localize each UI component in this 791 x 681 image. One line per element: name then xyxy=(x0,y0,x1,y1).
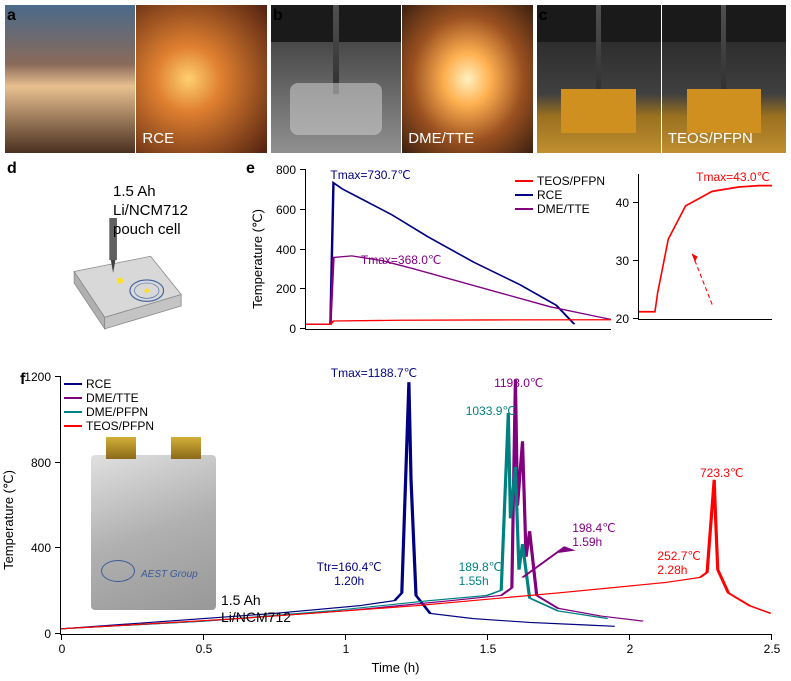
annot-e-rce: Tmax=730.7℃ xyxy=(330,168,411,182)
pouch-photo: AEST Group xyxy=(91,455,216,610)
label-dme: DME/TTE xyxy=(408,130,474,147)
panel-letter-b: b xyxy=(273,7,283,25)
photo-teos-after: TEOS/PFPN xyxy=(662,5,786,153)
top-photo-row: a RCE b DME/TTE c TEOS/PFPN xyxy=(5,5,786,153)
panel-letter-c: c xyxy=(539,7,548,25)
chart-f-xlabel: Time (h) xyxy=(372,660,420,675)
panel-letter-d: d xyxy=(7,160,17,178)
chart-e-legend: TEOS/PFPN RCE DME/TTE xyxy=(515,174,605,216)
chart-e-inset: Tmax=43.0℃ 20 30 40 xyxy=(616,170,776,330)
panel-f: f Temperature (℃) Time (h) 0 400 800 120… xyxy=(5,365,786,675)
panel-c: c TEOS/PFPN xyxy=(537,5,786,153)
series-teos xyxy=(306,320,611,324)
panel-letter-f: f xyxy=(20,371,25,389)
annot-f-dmepfpn-ttr: 189.8℃1.55h xyxy=(459,560,503,588)
annot-f-teos-tmax: 723.3℃ xyxy=(700,466,744,480)
panel-d-caption: 1.5 Ah Li/NCM712 pouch cell xyxy=(113,183,188,239)
annot-f-dmette-ttr: 198.4℃1.59h xyxy=(572,521,616,549)
panel-e: e Temperature (℃) 0 200 400 600 800 Tmax… xyxy=(250,158,786,360)
photo-rce-before xyxy=(5,5,135,153)
chart-e-ylabel: Temperature (℃) xyxy=(250,209,266,309)
photo-dme-before xyxy=(271,5,401,153)
annot-f-dmepfpn-tmax: 1033.9℃ xyxy=(466,404,516,418)
mid-row: d 1.5 Ah Li/NCM712 pouch cell e Temperat… xyxy=(5,158,786,360)
chart-f: Temperature (℃) Time (h) 0 400 800 1200 … xyxy=(5,365,786,675)
panel-d: d 1.5 Ah Li/NCM712 pouch cell xyxy=(5,158,250,360)
chart-f-ylabel: Temperature (℃) xyxy=(1,470,17,570)
pouch-caption: 1.5 Ah Li/NCM712 xyxy=(221,592,291,626)
label-rce: RCE xyxy=(142,130,174,147)
panel-b: b DME/TTE xyxy=(271,5,533,153)
annot-f-rce-ttr: Ttr=160.4℃1.20h xyxy=(317,560,382,588)
panel-letter-e: e xyxy=(246,160,255,178)
annot-f-dmette-tmax: 1193.0℃ xyxy=(494,376,543,390)
chart-e-area: 0 200 400 600 800 Tmax=730.7℃ Tmax=368.0… xyxy=(305,170,611,330)
annot-e-dmette: Tmax=368.0℃ xyxy=(361,253,442,267)
photo-rce-flame: RCE xyxy=(136,5,266,153)
photo-teos-before xyxy=(537,5,661,153)
photo-dme-flame: DME/TTE xyxy=(402,5,532,153)
panel-letter-a: a xyxy=(7,7,16,25)
chart-e: Temperature (℃) 0 200 400 600 800 Tmax=7… xyxy=(250,158,786,360)
label-teos: TEOS/PFPN xyxy=(668,130,753,147)
annot-f-rce-tmax: Tmax=1188.7℃ xyxy=(331,366,417,380)
chart-f-area: 0 400 800 1200 0 0.5 1 1.5 2 2.5 xyxy=(60,377,771,635)
panel-a: a RCE xyxy=(5,5,267,153)
annot-f-teos-ttr: 252.7℃2.28h xyxy=(657,549,701,577)
chart-f-legend: RCE DME/TTE DME/PFPN TEOS/PFPN xyxy=(64,377,154,433)
